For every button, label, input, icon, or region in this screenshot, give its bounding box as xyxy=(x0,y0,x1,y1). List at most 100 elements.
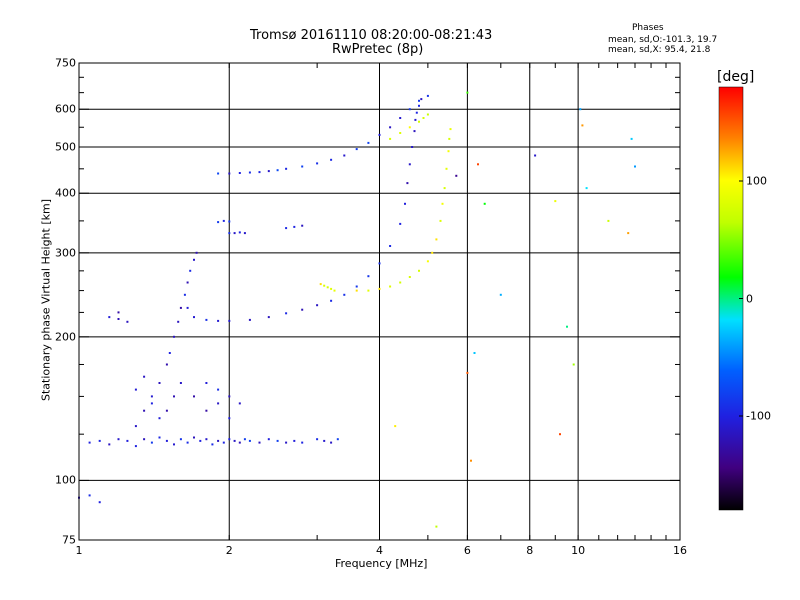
data-point xyxy=(143,438,146,441)
colorbar-tick-label: 0 xyxy=(746,292,753,305)
data-point xyxy=(179,382,182,384)
data-point xyxy=(228,220,231,223)
data-point xyxy=(238,172,241,174)
data-point xyxy=(217,319,220,322)
data-point xyxy=(238,231,241,234)
data-point xyxy=(411,146,414,148)
data-point xyxy=(267,170,270,173)
data-point xyxy=(367,289,370,292)
data-point xyxy=(330,287,333,290)
data-point xyxy=(98,501,101,504)
data-point xyxy=(422,117,425,119)
data-point xyxy=(276,439,279,442)
data-point xyxy=(173,335,175,338)
data-point xyxy=(378,287,381,290)
data-point xyxy=(150,441,153,444)
data-point xyxy=(217,388,220,391)
data-point xyxy=(326,286,329,289)
y-tick-label: 600 xyxy=(55,102,76,116)
data-point xyxy=(323,284,326,287)
data-point xyxy=(88,494,91,497)
data-point xyxy=(88,441,91,444)
data-point xyxy=(195,251,198,254)
data-point xyxy=(301,165,304,168)
data-point xyxy=(389,137,392,140)
data-point xyxy=(243,438,246,441)
data-point xyxy=(394,425,397,428)
data-point xyxy=(355,148,358,151)
data-point xyxy=(293,225,296,228)
x-tick-label: 10 xyxy=(571,544,586,557)
data-point xyxy=(330,441,333,444)
data-point xyxy=(217,172,220,175)
data-point xyxy=(301,441,304,444)
data-point xyxy=(248,439,251,442)
data-point xyxy=(418,120,420,123)
data-point xyxy=(186,306,189,309)
data-point xyxy=(233,232,236,235)
data-point xyxy=(228,172,231,175)
x-tick-label: 4 xyxy=(376,544,383,557)
data-point xyxy=(399,281,402,284)
data-point xyxy=(477,163,479,166)
data-point xyxy=(581,124,584,127)
chart-title: Tromsø 20161110 08:20:00-08:21:43 xyxy=(250,28,493,43)
data-point xyxy=(367,275,370,278)
data-point xyxy=(408,108,411,111)
data-point xyxy=(449,128,452,131)
phases-x-stats: mean, sd,X: 95.4, 21.8 xyxy=(608,45,711,55)
data-point xyxy=(165,409,168,412)
data-point xyxy=(217,221,220,224)
data-point xyxy=(499,293,502,296)
data-point xyxy=(134,388,137,391)
x-tick-label: 1 xyxy=(75,544,83,557)
data-point xyxy=(607,219,610,222)
data-point xyxy=(323,439,326,442)
colorbar-label: [deg] xyxy=(717,69,755,85)
data-point xyxy=(211,443,214,446)
data-point xyxy=(228,438,231,441)
data-point xyxy=(193,258,195,261)
data-point xyxy=(193,316,195,319)
data-point xyxy=(389,285,392,288)
data-point xyxy=(408,126,411,129)
data-point xyxy=(466,91,469,94)
data-point xyxy=(222,219,225,222)
phases-title: Phases xyxy=(632,23,664,33)
data-point xyxy=(406,182,409,185)
data-point xyxy=(243,232,246,235)
data-point xyxy=(414,118,417,121)
data-point xyxy=(404,202,406,205)
data-point xyxy=(634,165,636,168)
data-point xyxy=(443,187,446,190)
data-point xyxy=(134,425,137,428)
data-point xyxy=(168,352,171,354)
data-point xyxy=(319,283,322,286)
data-point xyxy=(418,269,420,272)
data-point xyxy=(173,395,175,398)
data-point xyxy=(285,167,288,170)
data-point xyxy=(267,438,270,441)
data-point xyxy=(630,137,633,140)
x-tick-label: 16 xyxy=(673,544,687,557)
data-point xyxy=(441,202,444,205)
data-point xyxy=(150,395,153,398)
data-point xyxy=(572,363,575,366)
colorbar-tick-label: 100 xyxy=(746,174,767,188)
data-point xyxy=(316,162,319,165)
data-point xyxy=(343,293,346,296)
data-point xyxy=(205,318,208,321)
data-point xyxy=(165,363,168,366)
data-point xyxy=(108,443,111,446)
data-point xyxy=(408,163,411,166)
data-point xyxy=(448,137,451,140)
data-point xyxy=(378,262,381,265)
data-point xyxy=(117,438,120,441)
data-point xyxy=(399,222,402,225)
data-point xyxy=(378,133,381,136)
data-point xyxy=(415,111,418,114)
colorbar-ticks xyxy=(739,180,743,417)
data-point xyxy=(389,245,392,247)
data-point xyxy=(217,439,220,442)
